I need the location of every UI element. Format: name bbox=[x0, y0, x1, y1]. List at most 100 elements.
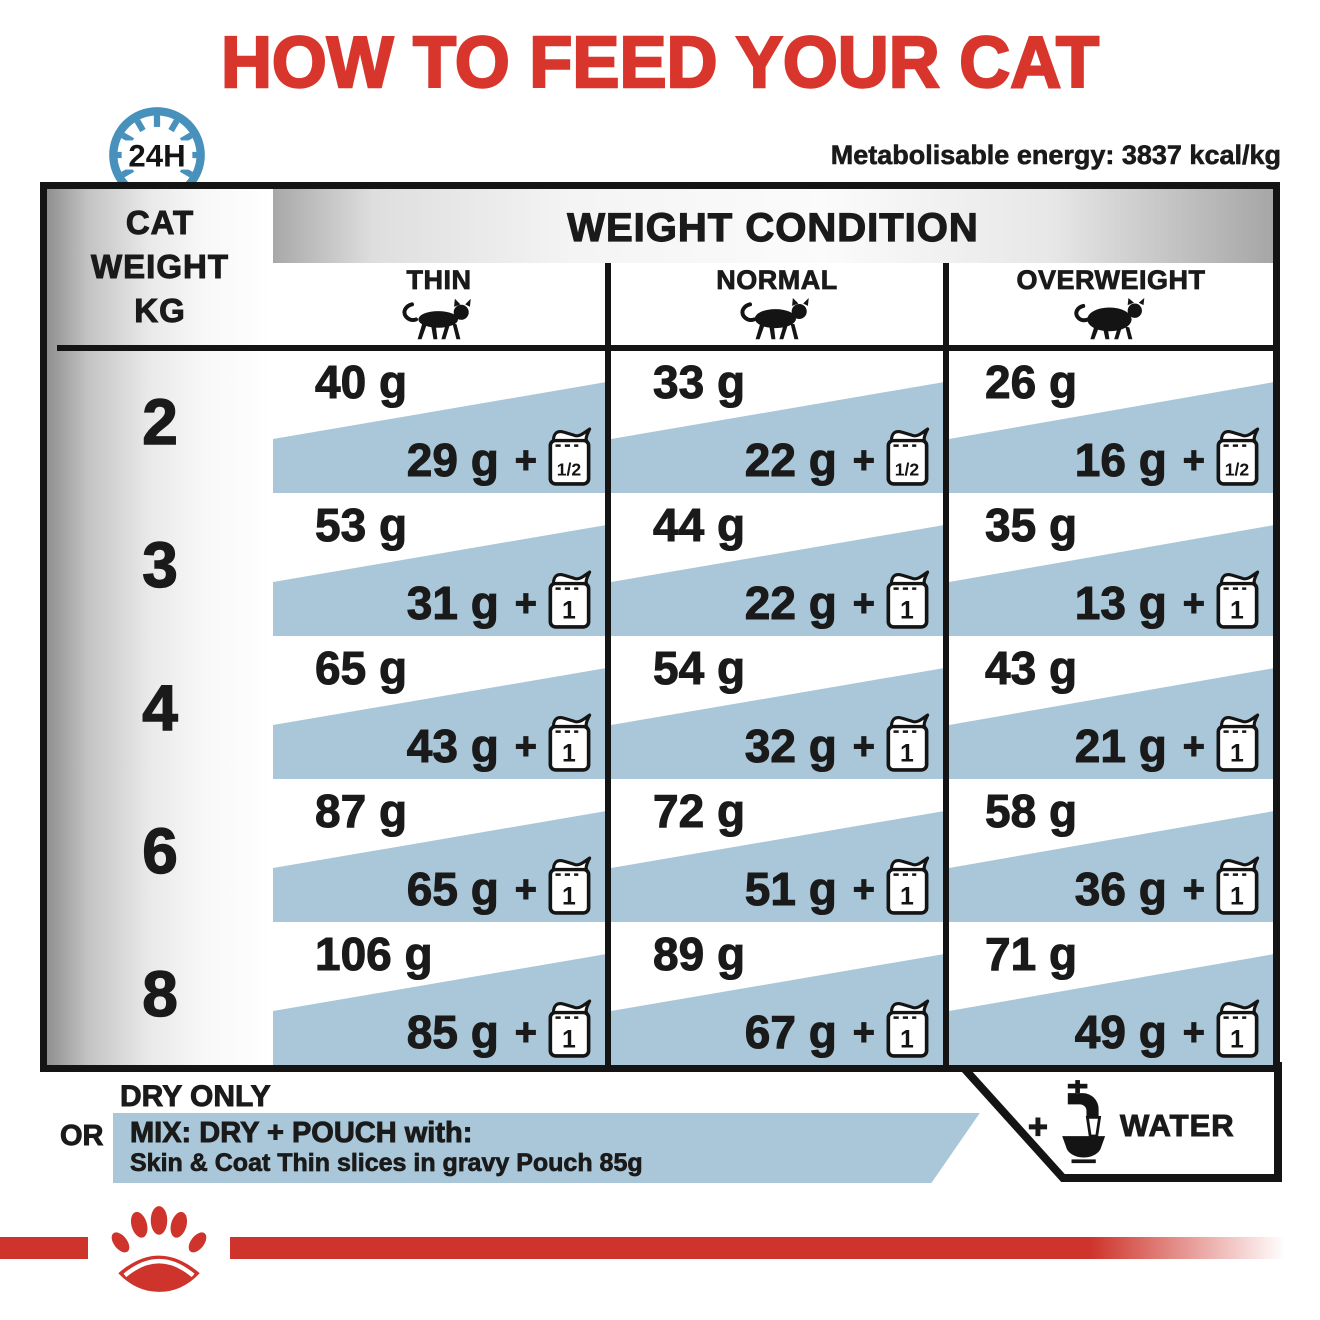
mix-amount: 65 g bbox=[406, 863, 499, 916]
pouch-count: 1 bbox=[1230, 884, 1244, 911]
feeding-cell: 35 g 13 g +1 bbox=[949, 494, 1273, 636]
plus-water-sign: + bbox=[1027, 1107, 1048, 1146]
weight-column-background bbox=[47, 189, 273, 1065]
weight-condition-heading: WEIGHT CONDITION bbox=[567, 205, 979, 250]
pouch-icon: 1 bbox=[886, 856, 930, 915]
plus-sign: + bbox=[1182, 726, 1205, 769]
mix-amount: 85 g bbox=[406, 1006, 499, 1059]
pouch-count: 1 bbox=[562, 598, 576, 625]
feeding-cell: 43 g 21 g +1 bbox=[949, 637, 1273, 779]
pouch-icon: 1 bbox=[548, 999, 592, 1058]
feeding-cell: 58 g 36 g +1 bbox=[949, 780, 1273, 922]
feeding-cell: 106 g 85 g +1 bbox=[273, 923, 605, 1065]
column-header-thin: THIN bbox=[273, 263, 605, 345]
brand-logo bbox=[88, 1202, 230, 1297]
mix-amount-line: 21 g +1 bbox=[1074, 713, 1261, 775]
mix-amount-line: 43 g +1 bbox=[406, 713, 593, 775]
table-row: 87 g 65 g +1 72 g 51 g +1 58 g 36 g +1 bbox=[273, 780, 1273, 922]
plus-sign: + bbox=[852, 440, 875, 483]
plus-sign: + bbox=[1182, 440, 1205, 483]
plus-sign: + bbox=[852, 1012, 875, 1055]
dry-amount: 33 g bbox=[652, 356, 746, 409]
mix-amount-line: 31 g +1 bbox=[406, 570, 593, 632]
pouch-icon: 1 bbox=[1216, 713, 1260, 772]
pouch-icon: 1/2 bbox=[1216, 427, 1260, 486]
pouch-count: 1 bbox=[900, 884, 914, 911]
dry-amount: 65 g bbox=[314, 642, 408, 695]
dry-only-label: DRY ONLY bbox=[120, 1080, 272, 1114]
mix-band-background bbox=[113, 1113, 980, 1183]
column-header-normal: NORMAL bbox=[611, 263, 943, 345]
pouch-icon: 1 bbox=[886, 570, 930, 629]
pouch-count: 1/2 bbox=[895, 460, 920, 480]
cat-weight-line1: CAT bbox=[125, 204, 195, 242]
mix-amount: 32 g bbox=[744, 720, 837, 773]
plus-sign: + bbox=[514, 583, 537, 626]
plus-sign: + bbox=[514, 1012, 537, 1055]
mix-amount-line: 67 g +1 bbox=[744, 999, 931, 1061]
pouch-count: 1 bbox=[900, 1027, 914, 1054]
dry-amount: 54 g bbox=[652, 642, 746, 695]
pouch-count: 1 bbox=[562, 741, 576, 768]
feeding-cell: 54 g 32 g +1 bbox=[611, 637, 943, 779]
pouch-icon: 1 bbox=[1216, 570, 1260, 629]
cat-weight-heading: CAT WEIGHT KG bbox=[47, 201, 273, 333]
mix-amount: 67 g bbox=[744, 1006, 837, 1059]
mix-amount: 22 g bbox=[744, 434, 837, 487]
pouch-count: 1 bbox=[1230, 1027, 1244, 1054]
dry-amount: 106 g bbox=[315, 928, 434, 981]
plus-sign: + bbox=[852, 726, 875, 769]
plus-sign: + bbox=[1182, 1012, 1205, 1055]
column-label: NORMAL bbox=[716, 265, 838, 296]
pouch-count: 1 bbox=[900, 598, 914, 625]
pouch-icon: 1/2 bbox=[548, 427, 592, 486]
dry-amount: 58 g bbox=[984, 785, 1078, 838]
mix-amount: 21 g bbox=[1074, 720, 1167, 773]
feeding-cell: 71 g 49 g +1 bbox=[949, 923, 1273, 1065]
dry-amount: 71 g bbox=[984, 928, 1078, 981]
mix-amount-line: 22 g +1/2 bbox=[744, 427, 931, 489]
mix-amount-line: 36 g +1 bbox=[1074, 856, 1261, 918]
dry-amount: 89 g bbox=[652, 928, 746, 981]
water-tap-icon bbox=[1062, 1080, 1106, 1164]
feeding-cell: 72 g 51 g +1 bbox=[611, 780, 943, 922]
pouch-count: 1 bbox=[1230, 598, 1244, 625]
table-row: 40 g 29 g +1/2 33 g 22 g +1/2 26 g 16 g +1/2 bbox=[273, 351, 1273, 493]
header-band-background bbox=[273, 189, 1273, 263]
feeding-cell: 89 g 67 g +1 bbox=[611, 923, 943, 1065]
mix-amount-line: 16 g +1/2 bbox=[1074, 427, 1261, 489]
cat-weight-line2: WEIGHT bbox=[91, 248, 229, 286]
pouch-icon: 1 bbox=[886, 999, 930, 1058]
column-label: OVERWEIGHT bbox=[1016, 265, 1206, 296]
mix-amount: 49 g bbox=[1074, 1006, 1167, 1059]
dry-amount: 44 g bbox=[652, 499, 746, 552]
dry-amount: 72 g bbox=[652, 785, 746, 838]
mix-amount: 16 g bbox=[1074, 434, 1167, 487]
dry-amount: 43 g bbox=[984, 642, 1078, 695]
mix-amount-line: 13 g +1 bbox=[1074, 570, 1261, 632]
mix-amount-line: 22 g +1 bbox=[744, 570, 931, 632]
or-label: OR bbox=[60, 1120, 104, 1153]
brand-red-bar bbox=[0, 1237, 1298, 1259]
pouch-count: 1 bbox=[562, 1027, 576, 1054]
feeding-cell: 44 g 22 g +1 bbox=[611, 494, 943, 636]
feeding-cell: 26 g 16 g +1/2 bbox=[949, 351, 1273, 493]
pouch-count: 1/2 bbox=[557, 460, 582, 480]
dry-amount: 53 g bbox=[314, 499, 408, 552]
feeding-cell: 33 g 22 g +1/2 bbox=[611, 351, 943, 493]
pouch-count: 1 bbox=[900, 741, 914, 768]
pouch-icon: 1 bbox=[886, 713, 930, 772]
mix-amount: 31 g bbox=[406, 577, 499, 630]
pouch-icon: 1 bbox=[548, 713, 592, 772]
mix-title: MIX: DRY + POUCH with: bbox=[130, 1117, 473, 1150]
column-header-overweight: OVERWEIGHT bbox=[949, 263, 1273, 345]
mix-amount: 29 g bbox=[406, 434, 499, 487]
mix-amount-line: 85 g +1 bbox=[406, 999, 593, 1061]
clock-label: 24H bbox=[128, 138, 185, 173]
column-label: THIN bbox=[406, 265, 472, 296]
feeding-cell: 40 g 29 g +1/2 bbox=[273, 351, 605, 493]
pouch-icon: 1/2 bbox=[886, 427, 930, 486]
plus-sign: + bbox=[514, 869, 537, 912]
weight-value: 3 bbox=[142, 528, 179, 601]
